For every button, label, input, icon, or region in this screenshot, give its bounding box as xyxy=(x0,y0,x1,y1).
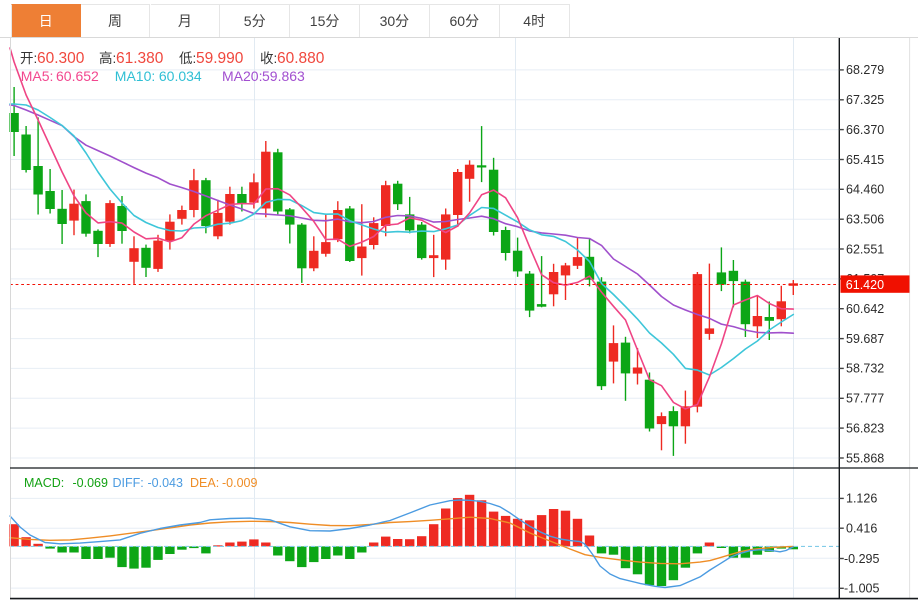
svg-text:57.777: 57.777 xyxy=(846,392,884,406)
svg-text:DIFF:: DIFF: xyxy=(113,476,144,490)
svg-text:MA5:: MA5: xyxy=(21,68,54,84)
svg-text:58.732: 58.732 xyxy=(846,362,884,376)
svg-text:-0.009: -0.009 xyxy=(222,476,257,490)
svg-text:开:: 开: xyxy=(20,51,37,66)
svg-text:0.416: 0.416 xyxy=(846,522,877,536)
svg-text:1.126: 1.126 xyxy=(846,492,877,506)
svg-text:67.325: 67.325 xyxy=(846,93,884,107)
svg-text:59.863: 59.863 xyxy=(262,68,305,84)
svg-text:MA10:: MA10: xyxy=(115,68,155,84)
svg-text:63.506: 63.506 xyxy=(846,213,884,227)
svg-text:DEA:: DEA: xyxy=(190,476,219,490)
svg-text:68.279: 68.279 xyxy=(846,63,884,77)
svg-text:低:: 低: xyxy=(179,51,196,66)
svg-text:-0.069: -0.069 xyxy=(73,476,108,490)
svg-text:60.652: 60.652 xyxy=(56,68,99,84)
svg-text:60.300: 60.300 xyxy=(37,50,85,67)
svg-text:高:: 高: xyxy=(99,50,116,66)
svg-text:59.990: 59.990 xyxy=(196,50,244,67)
svg-text:收:: 收: xyxy=(260,51,277,66)
svg-text:64.460: 64.460 xyxy=(846,183,884,197)
svg-text:60.880: 60.880 xyxy=(277,50,325,67)
svg-text:-1.005: -1.005 xyxy=(844,582,879,596)
svg-text:55.868: 55.868 xyxy=(846,451,884,465)
svg-text:62.551: 62.551 xyxy=(846,242,884,256)
svg-text:60.034: 60.034 xyxy=(159,68,202,84)
svg-text:61.380: 61.380 xyxy=(116,50,164,67)
svg-text:MA20:: MA20: xyxy=(222,68,262,84)
svg-text:66.370: 66.370 xyxy=(846,123,884,137)
svg-text:56.823: 56.823 xyxy=(846,421,884,435)
svg-text:MACD:: MACD: xyxy=(24,476,64,490)
svg-text:-0.043: -0.043 xyxy=(148,476,183,490)
svg-text:60.642: 60.642 xyxy=(846,302,884,316)
svg-text:61.420: 61.420 xyxy=(846,278,884,292)
svg-text:59.687: 59.687 xyxy=(846,332,884,346)
svg-text:-0.295: -0.295 xyxy=(844,552,879,566)
svg-text:65.415: 65.415 xyxy=(846,153,884,167)
